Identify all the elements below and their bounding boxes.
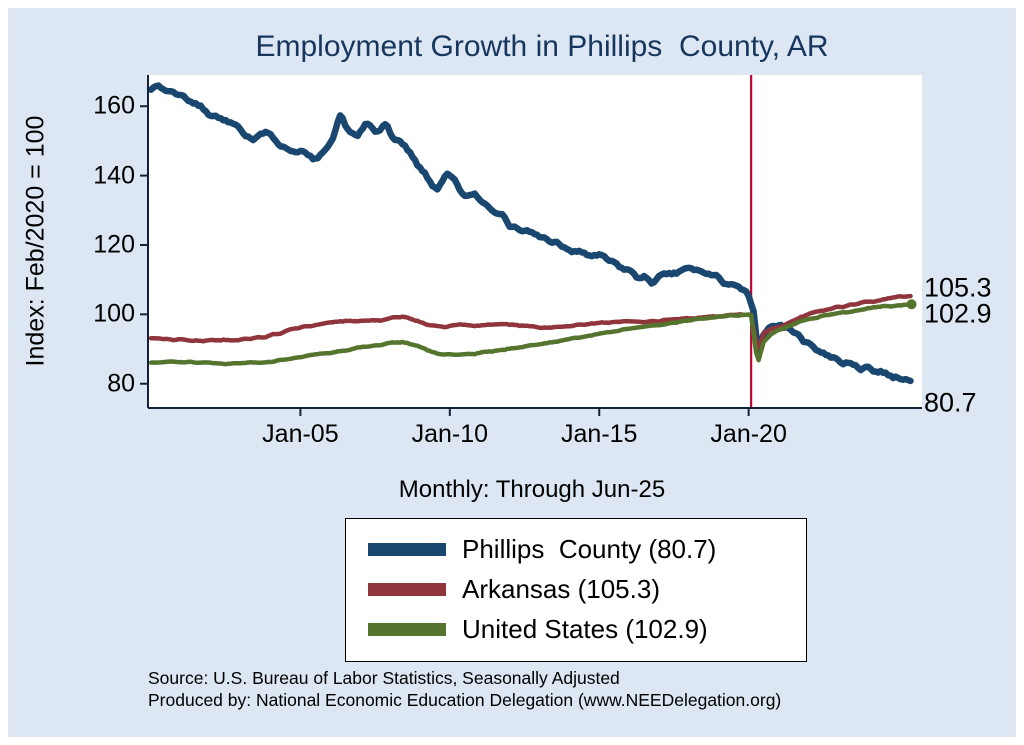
legend-label-arkansas: Arkansas (105.3) [462, 573, 660, 604]
source-note-line2: Produced by: National Economic Education… [148, 690, 782, 710]
y-tick-label-160: 160 [93, 91, 135, 120]
y-tick-label-140: 140 [93, 161, 135, 190]
legend-swatch-phillips-county [368, 542, 446, 556]
legend-label-phillips-county: Phillips County (80.7) [462, 533, 717, 564]
x-tick-label-jan-10: Jan-10 [411, 420, 489, 448]
source-note-line1: Source: U.S. Bureau of Labor Statistics,… [148, 668, 620, 688]
source-notes: Source: U.S. Bureau of Labor Statistics,… [148, 667, 781, 711]
legend-swatch-united-states [368, 622, 446, 636]
y-tick-label-120: 120 [93, 230, 135, 259]
series-end-marker [906, 299, 917, 310]
legend-item-united-states: United States (102.9) [346, 609, 806, 649]
legend-swatch-arkansas [368, 582, 446, 596]
end-value-label-102.9: 102.9 [924, 298, 992, 329]
x-axis-subtitle: Monthly: Through Jun-25 [398, 476, 666, 503]
series-line-united-states [148, 302, 913, 367]
y-axis-title: Index: Feb/2020 = 100 [21, 115, 50, 367]
y-tick-label-80: 80 [107, 369, 135, 398]
series-line-arkansas [148, 293, 913, 351]
x-tick-label-jan-15: Jan-15 [561, 420, 638, 448]
y-tick-label-100: 100 [93, 299, 135, 328]
plot-background [148, 75, 922, 408]
x-tick-label-jan-05: Jan-05 [262, 420, 339, 448]
legend: Phillips County (80.7) Arkansas (105.3) … [345, 518, 807, 662]
legend-item-arkansas: Arkansas (105.3) [346, 569, 806, 609]
chart-canvas: Employment Growth in Phillips County, AR… [8, 8, 1016, 737]
chart-title: Employment Growth in Phillips County, AR [255, 30, 829, 63]
chart-plot-area [140, 75, 922, 416]
x-tick-label-jan-20: Jan-20 [710, 420, 787, 448]
end-value-label-105.3: 105.3 [924, 272, 992, 303]
legend-item-phillips-county: Phillips County (80.7) [346, 529, 806, 569]
end-value-label-80.7: 80.7 [924, 387, 977, 418]
legend-label-united-states: United States (102.9) [462, 613, 708, 644]
